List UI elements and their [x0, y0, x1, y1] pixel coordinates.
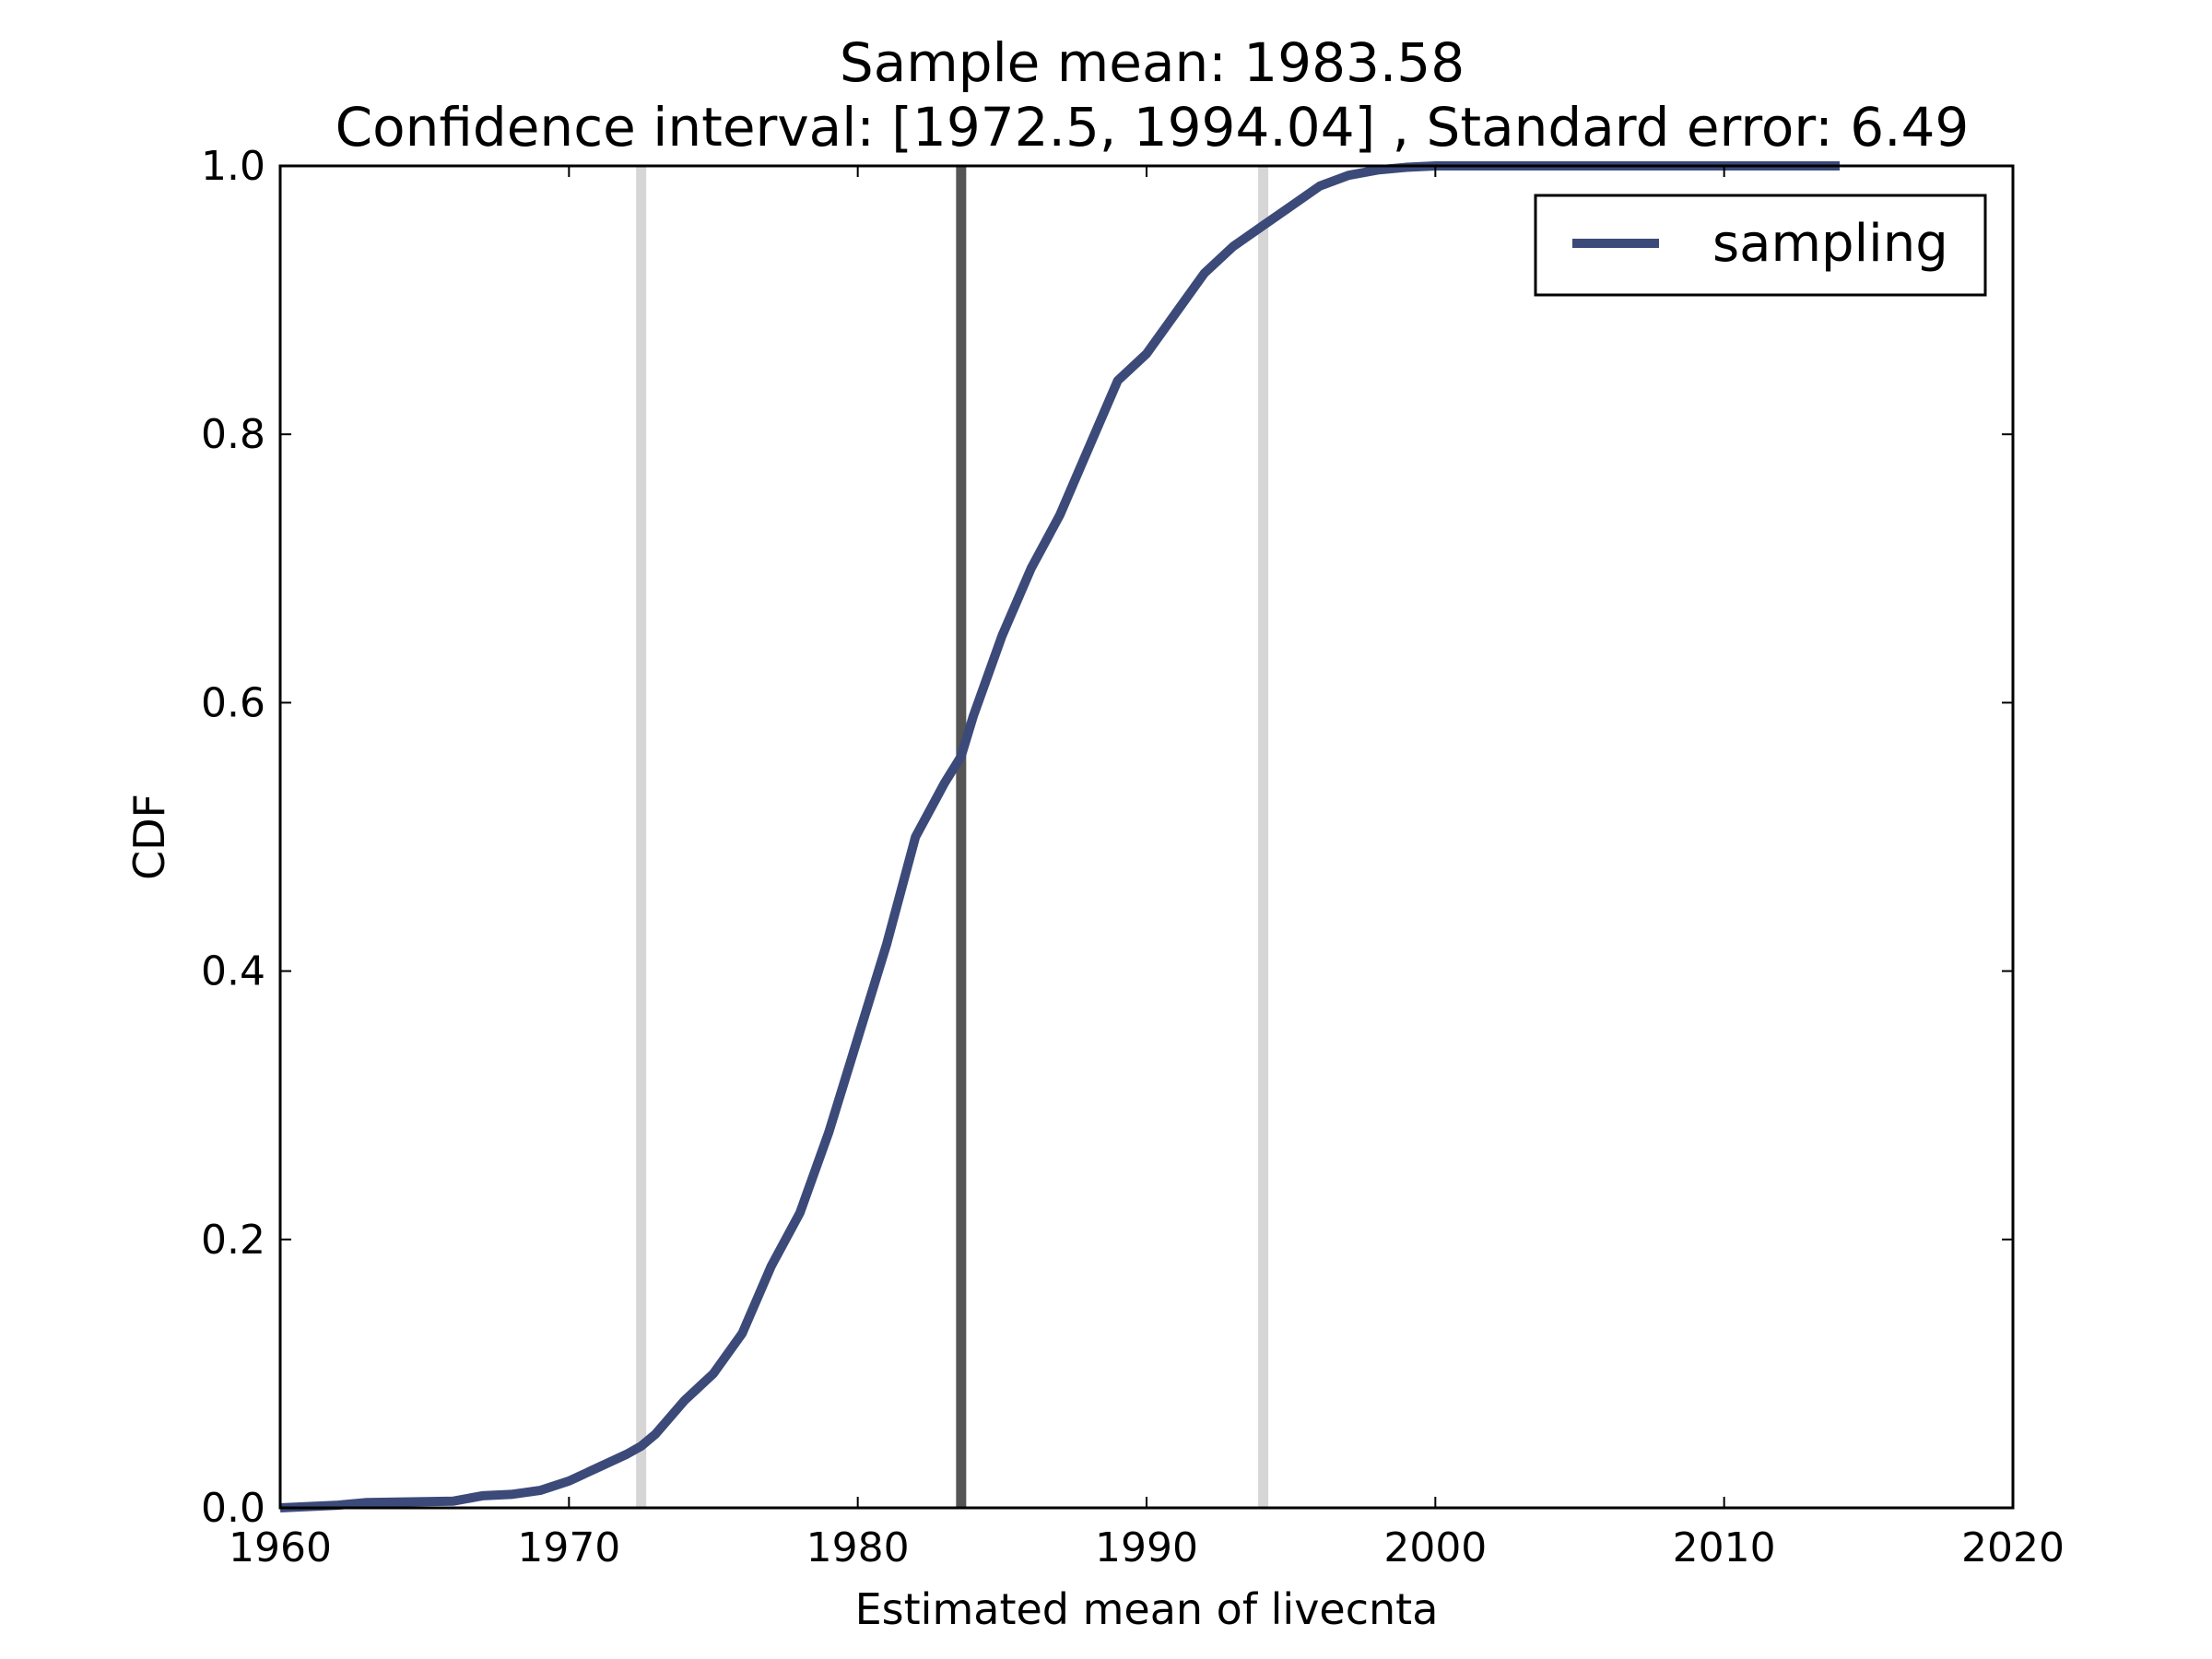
legend: sampling: [1534, 194, 1987, 297]
y-tick-label: 0.2: [201, 1217, 265, 1264]
y-tick-label: 1.0: [201, 143, 265, 190]
x-axis: 1960 1970 1980 1990 2000 2010 2020: [229, 166, 2065, 1571]
chart-title-line-2: Confidence interval: [1972.5, 1994.04] ,…: [335, 96, 1970, 159]
series-lines: [279, 161, 1840, 1512]
y-tick-label: 0.6: [201, 679, 265, 726]
x-tick-label: 2010: [1673, 1524, 1776, 1571]
y-axis: 0.0 0.2 0.4 0.6 0.8 1.0: [201, 143, 2013, 1532]
legend-label-sampling: sampling: [1712, 214, 1948, 274]
y-tick-label: 0.0: [201, 1485, 265, 1532]
x-tick-label: 2000: [1383, 1524, 1487, 1571]
x-tick-label: 1970: [517, 1524, 620, 1571]
y-axis-label: CDF: [124, 794, 174, 880]
chart-title: Sample mean: 1983.58 Confidence interval…: [335, 31, 1970, 159]
y-tick-label: 0.4: [201, 948, 265, 995]
x-tick-label: 1980: [806, 1524, 910, 1571]
x-axis-label: Estimated mean of livecnta: [855, 1584, 1439, 1634]
series-line-sampling: [279, 161, 1840, 1512]
x-tick-label: 1960: [229, 1524, 332, 1571]
x-tick-label: 1990: [1095, 1524, 1198, 1571]
chart-title-line-1: Sample mean: 1983.58: [840, 31, 1465, 94]
x-tick-label: 2020: [1961, 1524, 2065, 1571]
y-tick-label: 0.8: [201, 411, 265, 458]
reference-lines: [636, 166, 1269, 1508]
plot-frame: [278, 164, 2015, 1510]
